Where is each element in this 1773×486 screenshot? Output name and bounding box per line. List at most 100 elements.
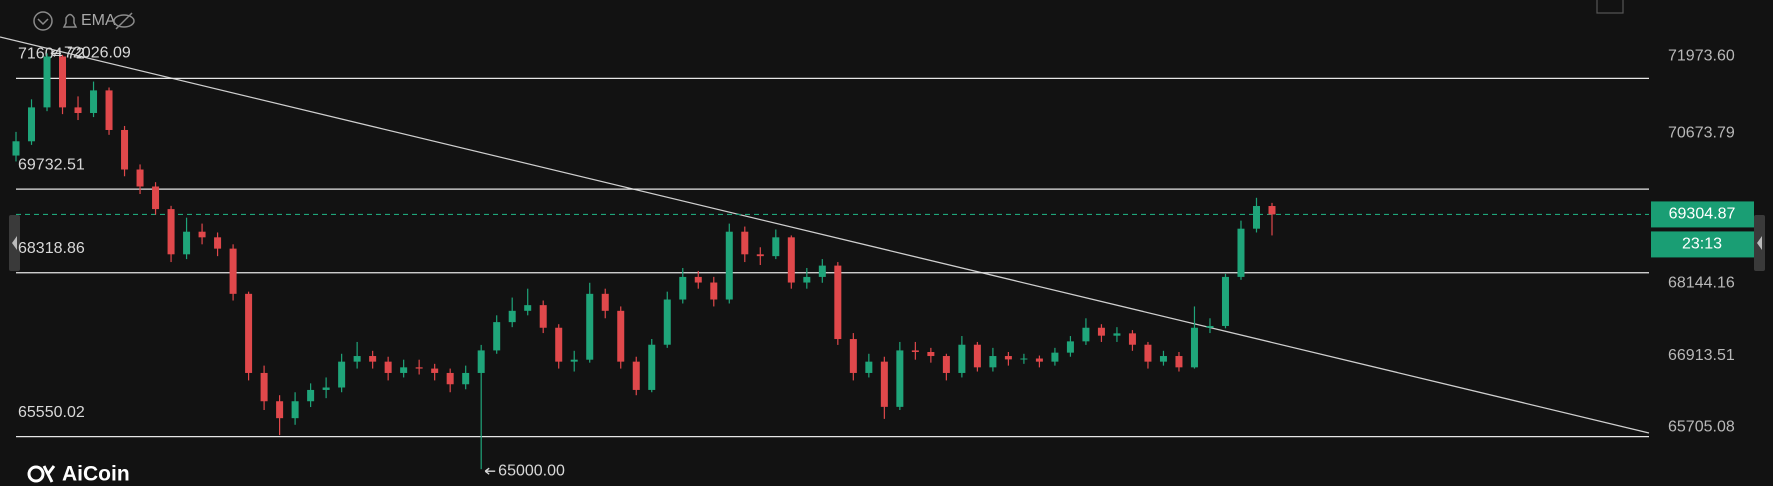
candle-body — [1051, 352, 1059, 362]
extreme-arrow — [484, 467, 496, 475]
candle-body — [849, 339, 857, 373]
candle-body — [911, 350, 919, 353]
candle-body — [1159, 356, 1167, 362]
candle-body — [90, 90, 98, 113]
candle-body — [105, 90, 113, 130]
candle-body — [787, 237, 795, 283]
level-label: 69732.51 — [18, 156, 85, 173]
candle-body — [725, 231, 733, 300]
candle-body — [12, 141, 20, 156]
slash — [115, 12, 133, 30]
candle-body — [756, 254, 764, 257]
candle-body — [632, 361, 640, 390]
candle-body — [1128, 333, 1136, 345]
candle-body — [322, 387, 330, 390]
candle-body — [741, 231, 749, 255]
candle-body — [570, 359, 578, 362]
candle-body — [694, 276, 702, 283]
candle-body — [865, 361, 873, 373]
candle-body — [601, 293, 609, 311]
candle-body — [353, 356, 361, 362]
candle-body — [586, 293, 594, 360]
candle-body — [260, 372, 268, 402]
candle-body — [198, 231, 206, 238]
countdown-label: 23:13 — [1682, 236, 1722, 253]
collapse-icon[interactable] — [33, 11, 53, 31]
candle-body — [1221, 276, 1229, 326]
candle-body — [989, 356, 997, 368]
candle-body — [524, 305, 532, 311]
candle-body — [229, 248, 237, 294]
visibility-icon[interactable] — [113, 14, 135, 28]
candle-body — [834, 265, 842, 340]
candle-body — [477, 350, 485, 373]
candle-body — [942, 356, 950, 373]
candle-body — [74, 107, 82, 113]
candle-body — [400, 367, 408, 373]
bell-icon[interactable] — [62, 13, 78, 28]
y-tick-label: 71973.60 — [1668, 48, 1735, 65]
left-tab-arrow — [12, 236, 17, 250]
extreme-label: 65000.00 — [498, 462, 565, 479]
candle-body — [152, 186, 160, 210]
candle-body — [59, 56, 67, 108]
candle-body — [431, 368, 439, 373]
candle-body — [1020, 358, 1028, 360]
y-tick-label: 68144.16 — [1668, 274, 1735, 291]
candle-body — [28, 107, 36, 142]
candle-body — [679, 276, 687, 300]
candle-body — [555, 327, 563, 362]
panel-icon[interactable] — [1596, 0, 1624, 14]
candle-body — [617, 310, 625, 362]
candle-body — [803, 276, 811, 283]
candle-body — [183, 231, 191, 255]
candle-body — [927, 352, 935, 357]
candle-body — [973, 344, 981, 368]
candle-body — [1097, 327, 1105, 336]
candle-body — [245, 293, 253, 373]
candle-body — [462, 372, 470, 385]
candle-body — [136, 169, 144, 187]
y-tick-label: 66913.51 — [1668, 347, 1735, 364]
candle-body — [369, 356, 377, 362]
chevron — [37, 18, 49, 26]
candle-body — [214, 237, 222, 249]
candle-body — [648, 344, 656, 390]
candle-body — [508, 310, 516, 323]
candle-body — [291, 401, 299, 419]
candle-body — [1082, 327, 1090, 342]
candle-body — [772, 237, 780, 257]
candle-body — [167, 209, 175, 255]
candle-body — [818, 265, 826, 277]
candle-body — [1252, 206, 1260, 229]
candle-body — [896, 350, 904, 407]
candle-body — [539, 305, 547, 328]
candle-body — [415, 367, 423, 369]
indicator-label: EMA — [81, 12, 116, 29]
candle-body — [1175, 356, 1183, 368]
candle-body — [1237, 228, 1245, 277]
candle-body — [307, 389, 315, 402]
candle-body — [958, 344, 966, 373]
candle-body — [1206, 325, 1214, 328]
level-label: 68318.86 — [18, 240, 85, 257]
y-tick-label: 70673.79 — [1668, 125, 1735, 142]
candle-body — [1066, 341, 1074, 353]
last-price-label: 69304.87 — [1669, 206, 1736, 223]
candle-body — [338, 361, 346, 388]
watermark: AiCoin — [62, 463, 130, 486]
extreme-arrow — [50, 49, 62, 57]
last-price-tag — [1651, 201, 1754, 228]
logo — [27, 465, 56, 483]
candle-body — [493, 322, 501, 351]
candle-body — [1113, 333, 1121, 336]
y-tick-label: 65705.08 — [1668, 419, 1735, 436]
candle-body — [121, 129, 129, 170]
candle-body — [1268, 206, 1276, 215]
candle-body — [384, 361, 392, 373]
candle-body — [710, 282, 718, 300]
trend-line — [0, 36, 1650, 434]
candle-body — [43, 56, 51, 108]
candle-body — [880, 361, 888, 407]
